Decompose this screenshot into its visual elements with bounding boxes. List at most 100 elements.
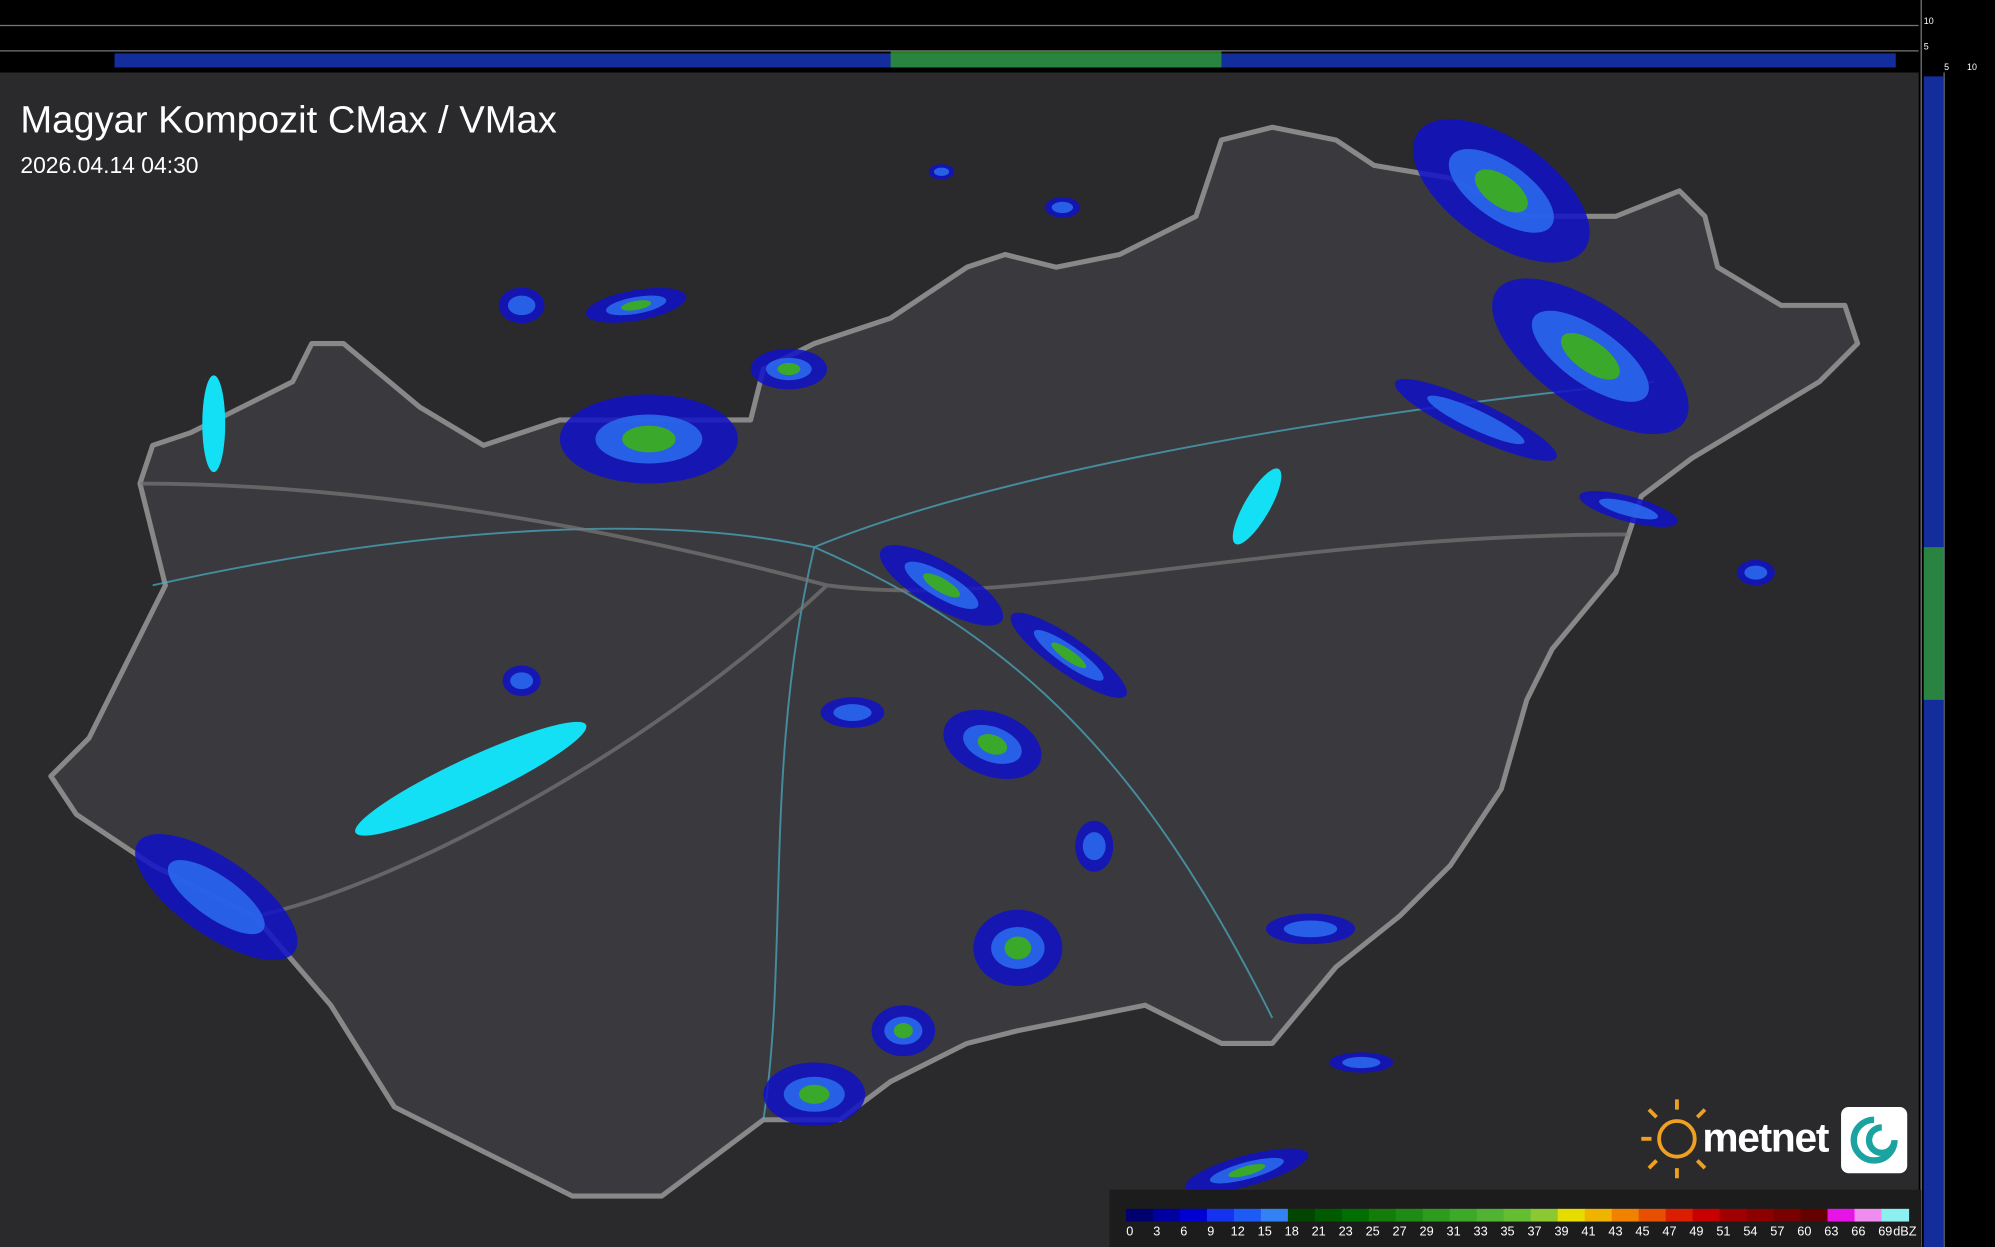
legend-label: 66	[1851, 1224, 1865, 1239]
echo-core	[1342, 1056, 1381, 1069]
legend-label: 31	[1447, 1224, 1461, 1239]
top-profile-echo	[890, 50, 1222, 68]
echo-core	[833, 704, 872, 721]
radar-echoes	[135, 119, 1775, 1193]
legend-swatch	[1476, 1208, 1505, 1222]
legend-label: 47	[1662, 1224, 1676, 1239]
echo-peak	[1051, 642, 1087, 669]
echo-core	[1051, 201, 1074, 214]
legend-swatch	[1584, 1208, 1613, 1222]
logo-rays	[1641, 1099, 1707, 1179]
echo-peak	[1004, 936, 1032, 960]
legend-label: 43	[1608, 1224, 1622, 1239]
echo-core	[1082, 832, 1106, 861]
legend-label: 15	[1258, 1224, 1272, 1239]
legend-label: 29	[1420, 1224, 1434, 1239]
legend-swatch	[1260, 1208, 1289, 1222]
legend-swatch	[1881, 1208, 1910, 1222]
echo-core	[510, 672, 534, 690]
legend-swatch	[1233, 1208, 1262, 1222]
legend-swatch	[1287, 1208, 1316, 1222]
legend-swatch	[1152, 1208, 1181, 1222]
timestamp: 2026.04.14 04:30	[20, 152, 198, 178]
legend-swatch	[1179, 1208, 1208, 1222]
echo-peak	[622, 425, 676, 453]
legend-swatch	[1800, 1208, 1829, 1222]
profile-scale-label: 5	[1924, 42, 1929, 52]
legend-label: 33	[1474, 1224, 1488, 1239]
legend-label: 49	[1689, 1224, 1703, 1239]
legend-label: 18	[1285, 1224, 1299, 1239]
legend-label: 3	[1153, 1224, 1160, 1239]
legend-label: 54	[1743, 1224, 1757, 1239]
echo-peak	[1560, 332, 1620, 380]
title: Magyar Kompozit CMax / VMax	[20, 98, 556, 141]
legend-swatch	[1530, 1208, 1559, 1222]
legend-label: 0	[1126, 1224, 1133, 1239]
echo-peak	[799, 1084, 830, 1104]
legend-unit: dBZ	[1893, 1224, 1917, 1239]
legend-label: 45	[1635, 1224, 1649, 1239]
legend-swatch	[1341, 1208, 1370, 1222]
legend-label: 57	[1770, 1224, 1784, 1239]
echo-core	[507, 295, 536, 316]
legend-label: 35	[1500, 1224, 1514, 1239]
legend-swatch	[1746, 1208, 1775, 1222]
legend-swatch	[1206, 1208, 1235, 1222]
legend-label: 27	[1393, 1224, 1407, 1239]
legend-swatch	[1611, 1208, 1640, 1222]
echo-peak	[1474, 169, 1528, 213]
echo-core	[1744, 565, 1768, 580]
legend-swatch	[1692, 1208, 1721, 1222]
legend: 0 3 6 9 12 15 18 21 23 25 27 29 31 33 35 37 39 41 43 45 47 49…	[1126, 1208, 1917, 1239]
legend-swatch	[1395, 1208, 1424, 1222]
lake	[1232, 468, 1282, 545]
road	[139, 481, 1629, 919]
legend-label: 21	[1312, 1224, 1326, 1239]
legend-swatch	[1854, 1208, 1883, 1222]
legend-label: 12	[1231, 1224, 1245, 1239]
legend-swatch	[1665, 1208, 1694, 1222]
legend-label: 41	[1581, 1224, 1595, 1239]
echo-peak	[1228, 1164, 1266, 1178]
lake	[202, 375, 226, 473]
echo-peak	[777, 362, 801, 376]
echo-core	[1599, 498, 1659, 520]
legend-label: 37	[1527, 1224, 1541, 1239]
echo-peak	[923, 573, 961, 598]
profile-scale-label: 10	[1967, 62, 1977, 72]
echo-core	[1283, 920, 1338, 938]
legend-swatch	[1126, 1208, 1154, 1222]
echo-peak	[893, 1023, 913, 1039]
profile-scale-label: 10	[1924, 16, 1934, 26]
river	[152, 380, 1655, 1120]
right-profile-echo	[1923, 547, 1945, 700]
legend-swatch	[1719, 1208, 1748, 1222]
legend-label: 39	[1554, 1224, 1568, 1239]
echo-core	[167, 860, 265, 935]
profile-scale-label: 5	[1944, 62, 1949, 72]
legend-swatch	[1638, 1208, 1667, 1222]
logo-sun	[1657, 1119, 1697, 1159]
legend-label: 9	[1207, 1224, 1214, 1239]
legend-label: 63	[1824, 1224, 1838, 1239]
echo-peak	[621, 300, 652, 311]
legend-swatch	[1368, 1208, 1397, 1222]
legend-label: 25	[1366, 1224, 1380, 1239]
lake	[355, 721, 587, 836]
legend-label: 23	[1339, 1224, 1353, 1239]
legend-swatch	[1314, 1208, 1343, 1222]
echo-core	[1427, 395, 1525, 445]
legend-label: 51	[1716, 1224, 1730, 1239]
logo-text: metnet	[1702, 1115, 1830, 1161]
legend-swatch	[1449, 1208, 1478, 1222]
legend-swatch	[1827, 1208, 1856, 1222]
legend-label: 6	[1180, 1224, 1187, 1239]
legend-label: 60	[1797, 1224, 1811, 1239]
legend-swatch	[1503, 1208, 1532, 1222]
legend-label: 69	[1878, 1224, 1892, 1239]
legend-swatch	[1422, 1208, 1451, 1222]
echo-core	[933, 167, 950, 176]
